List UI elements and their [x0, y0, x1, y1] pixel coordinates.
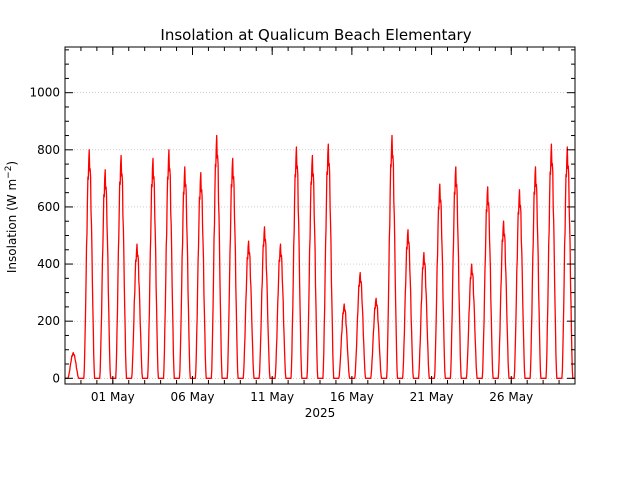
y-tick-label: 600	[37, 200, 60, 214]
y-axis-label-suffix: )	[5, 161, 19, 166]
insolation-series-line	[65, 134, 575, 379]
y-axis-label-exponent: −2	[4, 166, 14, 179]
y-tick-label: 400	[37, 257, 60, 271]
x-axis-label: 2025	[305, 406, 336, 420]
x-tick-label: 06 May	[171, 390, 215, 404]
y-axis-label: Insolation (W m−2)	[4, 161, 19, 273]
chart-title: Insolation at Qualicum Beach Elementary	[160, 26, 471, 44]
x-tick-label: 26 May	[489, 390, 533, 404]
y-tick-label: 200	[37, 314, 60, 328]
y-axis-label-main: Insolation (W m	[5, 179, 19, 273]
x-tick-label: 21 May	[410, 390, 454, 404]
x-tick-label: 16 May	[330, 390, 374, 404]
y-tick-label: 0	[52, 371, 60, 385]
grid	[65, 92, 575, 379]
series-layer	[65, 134, 575, 379]
y-tick-label: 1000	[29, 86, 60, 100]
y-tick-label: 800	[37, 143, 60, 157]
axis-ticks: 0 200 400 600 800 1000 01 May 06 May 11 May 16 Ma…	[29, 47, 576, 404]
x-tick-label: 11 May	[250, 390, 294, 404]
x-tick-label: 01 May	[91, 390, 135, 404]
plot-frame	[64, 46, 576, 385]
